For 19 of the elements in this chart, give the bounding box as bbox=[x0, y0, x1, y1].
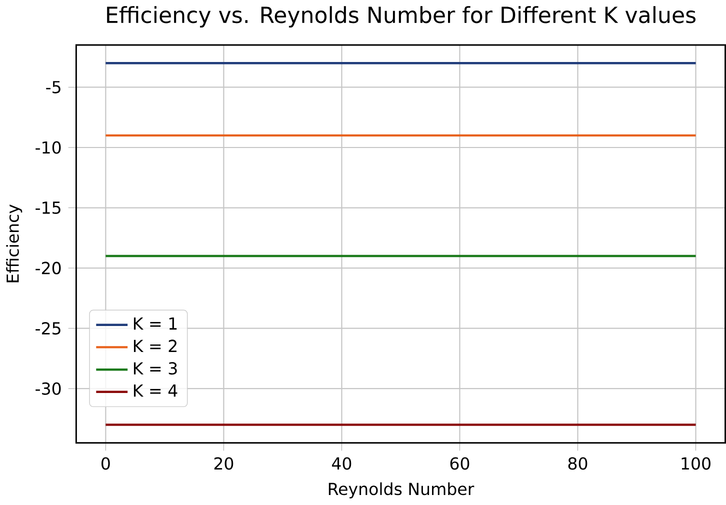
y-tick-label: -10 bbox=[36, 141, 61, 154]
y-tick-label: -25 bbox=[36, 322, 60, 335]
y-tick-label: -15 bbox=[36, 202, 60, 214]
x-tick-label: 40 bbox=[332, 457, 352, 470]
x-tick-label: 100 bbox=[682, 457, 710, 470]
legend-label: K = 3 bbox=[134, 362, 177, 375]
x-axis-title: Reynolds Number bbox=[328, 482, 474, 499]
y-tick-label: -5 bbox=[46, 81, 60, 94]
legend-label: K = 1 bbox=[134, 318, 177, 330]
x-tick-label: 20 bbox=[214, 457, 234, 470]
y-tick-label: -20 bbox=[36, 262, 61, 275]
x-tick-label: 60 bbox=[450, 457, 470, 470]
chart-title: Efficiency vs. Reynolds Number for Different K values bbox=[107, 6, 696, 28]
x-tick-label: 0 bbox=[102, 457, 110, 470]
legend-label: K = 4 bbox=[134, 384, 178, 397]
y-axis-title: Efficiency bbox=[6, 204, 22, 282]
y-tick-label: -30 bbox=[36, 382, 61, 396]
x-tick-label: 80 bbox=[568, 457, 588, 470]
legend-label: K = 2 bbox=[134, 340, 176, 352]
